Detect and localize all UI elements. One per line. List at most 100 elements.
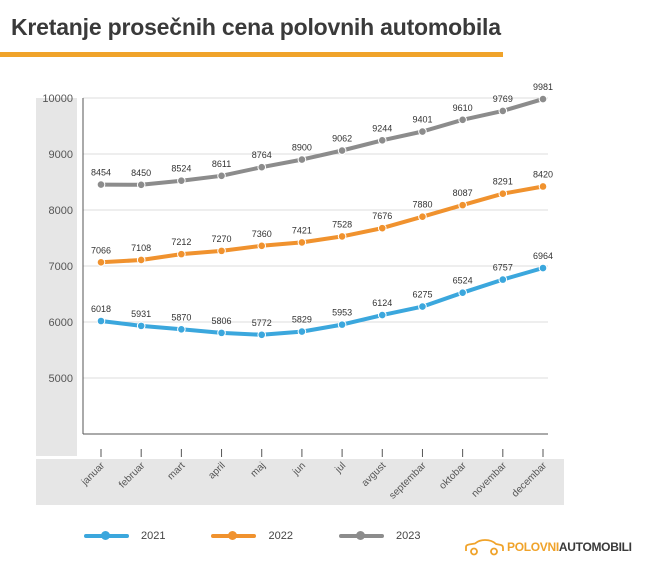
data-label-2021: 5806 bbox=[212, 316, 232, 326]
data-label-2021: 5953 bbox=[332, 308, 352, 318]
data-point-2022 bbox=[418, 212, 427, 222]
data-label-2023: 8450 bbox=[131, 168, 151, 178]
data-label-2023: 8524 bbox=[171, 164, 191, 174]
data-label-2021: 6275 bbox=[412, 290, 432, 300]
data-point-2023 bbox=[217, 171, 226, 181]
data-point-2022 bbox=[96, 258, 106, 267]
data-point-2021 bbox=[96, 316, 106, 326]
legend-item-2022: 2022 bbox=[211, 530, 293, 542]
legend-marker bbox=[228, 531, 238, 540]
data-label-2023: 9769 bbox=[493, 94, 513, 104]
data-label-2021: 6757 bbox=[493, 263, 513, 273]
data-point-2022 bbox=[337, 232, 347, 241]
chart-legend: 2021 2022 2023 bbox=[84, 526, 466, 546]
y-tick-label: 6000 bbox=[49, 317, 73, 329]
data-label-2022: 7360 bbox=[252, 229, 272, 239]
data-label-2022: 7270 bbox=[212, 234, 232, 244]
data-label-2023: 9610 bbox=[453, 103, 473, 113]
legend-marker bbox=[101, 531, 110, 540]
data-label-2021: 6018 bbox=[91, 304, 111, 314]
data-point-2022 bbox=[297, 238, 307, 247]
legend-swatch bbox=[338, 531, 384, 540]
data-point-2021 bbox=[458, 288, 467, 297]
logo-text-polovni: POLOVNI bbox=[507, 540, 559, 554]
data-label-2021: 5772 bbox=[252, 318, 272, 328]
data-label-2022: 8291 bbox=[493, 177, 513, 187]
data-point-2023 bbox=[418, 127, 427, 136]
y-tick-label: 7000 bbox=[49, 261, 73, 273]
data-label-2021: 5931 bbox=[131, 309, 151, 319]
data-point-2021 bbox=[377, 310, 387, 320]
data-point-2022 bbox=[498, 189, 508, 199]
data-point-2023 bbox=[377, 136, 387, 145]
data-point-2023 bbox=[257, 162, 267, 172]
series-line-2023 bbox=[99, 97, 545, 187]
series-line-2022 bbox=[99, 184, 545, 265]
data-label-2023: 9981 bbox=[533, 82, 553, 92]
legend-swatch bbox=[84, 531, 129, 540]
data-point-2021 bbox=[418, 302, 427, 311]
y-axis-panel bbox=[36, 98, 77, 456]
data-label-2022: 7066 bbox=[91, 245, 111, 255]
data-point-2022 bbox=[458, 200, 467, 210]
data-point-2022 bbox=[538, 182, 548, 191]
data-point-2021 bbox=[538, 263, 548, 273]
data-point-2023 bbox=[177, 176, 186, 185]
title-underline bbox=[0, 52, 503, 57]
data-point-2022 bbox=[177, 249, 186, 259]
data-label-2022: 7421 bbox=[292, 225, 312, 235]
chart-title: Kretanje prosečnih cena polovnih automob… bbox=[11, 14, 501, 40]
y-tick-label: 10000 bbox=[42, 93, 73, 105]
legend-item-2023: 2023 bbox=[338, 530, 421, 542]
legend-label: 2022 bbox=[268, 530, 293, 542]
logo-text-automobili: AUTOMOBILI bbox=[558, 540, 632, 554]
car-outline-icon bbox=[465, 539, 504, 556]
data-point-2021 bbox=[257, 330, 267, 340]
data-label-2021: 6524 bbox=[453, 276, 473, 286]
data-label-2022: 8420 bbox=[533, 169, 553, 179]
legend-marker bbox=[355, 531, 365, 540]
data-point-2022 bbox=[377, 223, 387, 233]
x-axis-panel bbox=[36, 459, 564, 505]
data-point-2022 bbox=[136, 255, 146, 265]
data-label-2023: 8611 bbox=[212, 159, 231, 169]
data-label-2021: 5870 bbox=[171, 312, 191, 322]
data-point-2021 bbox=[498, 275, 508, 284]
y-tick-label: 8000 bbox=[49, 205, 73, 217]
series-line-2021 bbox=[99, 266, 545, 337]
data-label-2022: 8087 bbox=[453, 188, 473, 198]
legend-item-2021: 2021 bbox=[84, 530, 165, 542]
data-label-2023: 8764 bbox=[252, 150, 272, 160]
data-point-2023 bbox=[498, 106, 508, 116]
data-label-2021: 6964 bbox=[533, 251, 553, 261]
data-point-2023 bbox=[136, 180, 146, 190]
data-label-2023: 8900 bbox=[292, 143, 312, 153]
data-label-2023: 9401 bbox=[412, 115, 432, 125]
data-label-2021: 5829 bbox=[292, 315, 312, 325]
data-label-2022: 7528 bbox=[332, 219, 352, 229]
data-point-2022 bbox=[217, 246, 226, 256]
data-point-2021 bbox=[297, 327, 307, 336]
brand-logo: POLOVNI AUTOMOBILI bbox=[463, 537, 632, 557]
data-label-2022: 7108 bbox=[131, 243, 151, 253]
data-label-2023: 9062 bbox=[332, 134, 352, 144]
data-point-2021 bbox=[337, 320, 347, 329]
data-point-2023 bbox=[458, 115, 467, 125]
y-tick-label: 5000 bbox=[49, 373, 73, 385]
data-label-2022: 7212 bbox=[171, 237, 191, 247]
legend-label: 2023 bbox=[395, 530, 421, 542]
data-point-2023 bbox=[96, 180, 106, 189]
legend-swatch bbox=[211, 531, 257, 540]
data-point-2023 bbox=[297, 155, 307, 164]
data-point-2021 bbox=[136, 321, 146, 331]
data-point-2023 bbox=[538, 94, 548, 104]
data-point-2023 bbox=[337, 146, 347, 155]
data-point-2022 bbox=[257, 241, 267, 251]
data-label-2022: 7880 bbox=[412, 200, 432, 210]
y-tick-label: 9000 bbox=[49, 149, 73, 161]
data-point-2021 bbox=[217, 328, 226, 338]
data-point-2021 bbox=[177, 324, 186, 334]
data-label-2021: 6124 bbox=[372, 298, 392, 308]
data-label-2022: 7676 bbox=[372, 211, 392, 221]
